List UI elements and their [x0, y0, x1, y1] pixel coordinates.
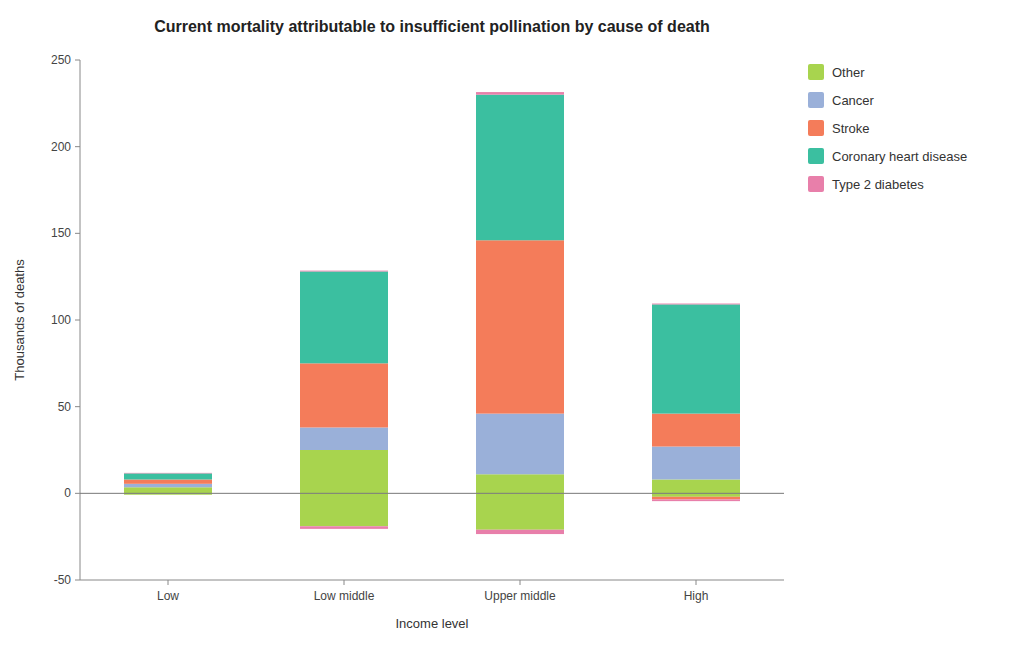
bar-segment [300, 270, 388, 272]
y-tick-label: 200 [51, 140, 71, 154]
legend: Other Cancer Stroke Coronary heart disease T… [808, 64, 967, 192]
bar-segment [476, 95, 564, 241]
bar-segment [300, 427, 388, 450]
bar-segment [300, 271, 388, 363]
x-axis-line [80, 580, 784, 581]
y-tick [75, 60, 80, 61]
x-tick-label: Low middle [314, 589, 375, 603]
y-tick [75, 406, 80, 407]
bar-segment [652, 447, 740, 480]
y-tick [75, 580, 80, 581]
x-tick-label: High [684, 589, 709, 603]
bar-segment [300, 363, 388, 427]
legend-swatch [808, 92, 824, 108]
bar-segment-negative [124, 494, 212, 495]
x-tick [520, 580, 521, 585]
y-axis-line [80, 60, 81, 580]
x-axis-label: Income level [396, 616, 469, 631]
bar-segment [652, 304, 740, 413]
y-tick [75, 233, 80, 234]
legend-swatch [808, 64, 824, 80]
legend-label: Other [832, 65, 865, 80]
bar-segment-negative [476, 530, 564, 534]
x-tick [696, 580, 697, 585]
chart: -50 0 50 100 150 200 250 Low Low middle Upper mid… [0, 0, 1024, 650]
bar-segment [476, 414, 564, 475]
x-tick-label: Upper middle [484, 589, 556, 603]
bar-segment-negative [476, 493, 564, 529]
bar-segment [476, 474, 564, 493]
bar-segment [476, 92, 564, 95]
y-tick-label: 0 [64, 486, 71, 500]
bar-segment [652, 303, 740, 305]
bar-segment [652, 414, 740, 447]
zero-line [80, 493, 784, 494]
legend-label: Coronary heart disease [832, 149, 967, 164]
bar-segment [124, 472, 212, 474]
bar-segment [124, 479, 212, 483]
y-tick [75, 493, 80, 494]
legend-swatch [808, 176, 824, 192]
bar-segment-negative [124, 494, 212, 495]
x-axis: Low Low middle Upper middle High [80, 580, 784, 603]
bar-segment [124, 484, 212, 487]
title: Current mortality attributable to insuff… [154, 18, 710, 35]
y-tick-label: -50 [54, 573, 72, 587]
bar-segment-negative [652, 497, 740, 500]
bar-segment-negative [652, 499, 740, 501]
x-tick [168, 580, 169, 585]
y-axis: -50 0 50 100 150 200 250 [51, 53, 80, 587]
legend-label: Stroke [832, 121, 870, 136]
y-tick [75, 146, 80, 147]
bar-segment-negative [300, 493, 388, 526]
y-tick-label: 150 [51, 226, 71, 240]
bar-segment [476, 240, 564, 413]
bar-segment-negative [300, 526, 388, 529]
bars [124, 92, 740, 534]
bar-segment [652, 479, 740, 493]
bar-segment [300, 450, 388, 493]
bar-segment-negative [124, 494, 212, 495]
bar-segment-negative [652, 493, 740, 496]
bar-segment [124, 473, 212, 479]
y-tick-label: 100 [51, 313, 71, 327]
legend-label: Type 2 diabetes [832, 177, 924, 192]
x-tick-label: Low [157, 589, 179, 603]
legend-swatch [808, 120, 824, 136]
y-tick-label: 50 [58, 400, 72, 414]
y-axis-label: Thousands of deaths [12, 259, 27, 381]
bar-segment-negative [124, 494, 212, 495]
legend-label: Cancer [832, 93, 875, 108]
legend-swatch [808, 148, 824, 164]
y-tick-label: 250 [51, 53, 71, 67]
y-tick [75, 320, 80, 321]
bar-segment [124, 487, 212, 493]
x-tick [344, 580, 345, 585]
